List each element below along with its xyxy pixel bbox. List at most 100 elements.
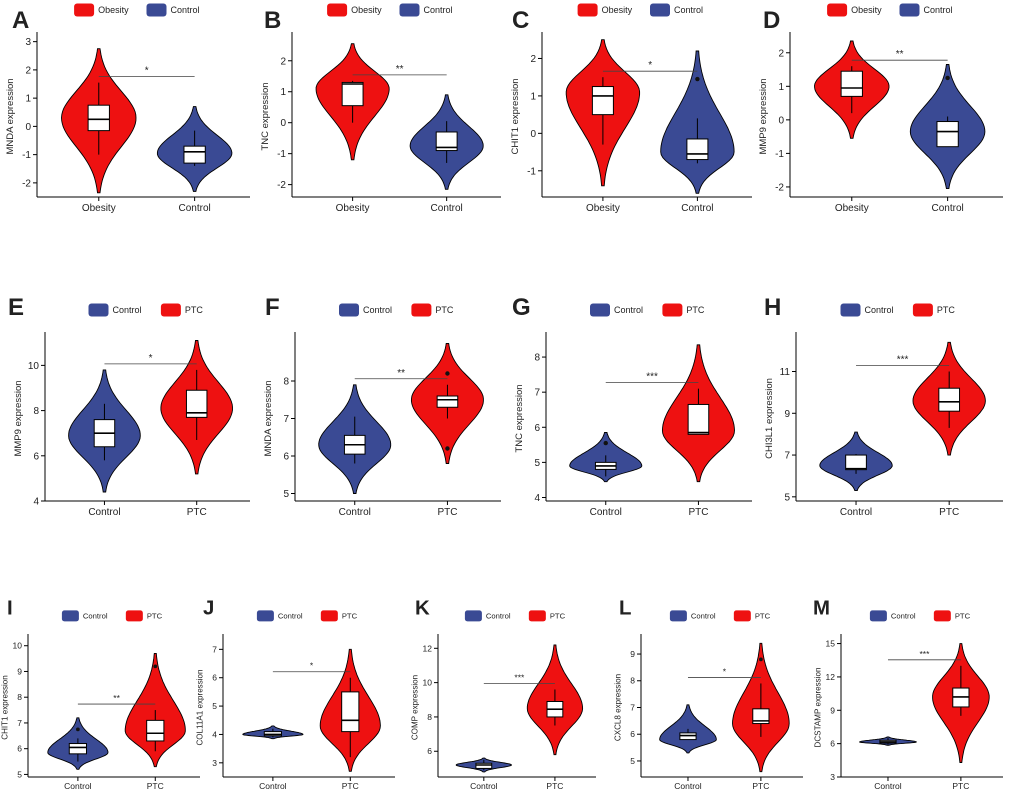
legend-swatch — [912, 303, 933, 317]
panel-m: M Control PTC 3 6 9 12 15 DCSTAMP expression Cont… — [813, 598, 1003, 791]
x-tick-label: PTC — [147, 781, 164, 791]
panel-d: D Obesity Control -2 -1 0 1 2 MMP9 expression Obe… — [758, 3, 1003, 214]
legend: Control PTC — [590, 303, 705, 317]
y-axis-label: MNDA expression — [5, 78, 16, 154]
y-tick-label: 6 — [830, 739, 835, 749]
y-axis-label: CHI3L1 expression — [764, 378, 775, 459]
y-tick-label: 4 — [212, 729, 217, 739]
legend-swatch — [869, 610, 887, 622]
y-tick-label: -2 — [22, 178, 31, 189]
legend-label: Control — [83, 612, 108, 621]
panel-letter: M — [813, 598, 830, 620]
panel-letter: G — [512, 294, 531, 321]
panel-e: E Control PTC 4 6 8 10 MMP9 expression Control PT… — [8, 294, 250, 518]
box — [436, 395, 459, 408]
x-tick-label: PTC — [688, 507, 708, 518]
y-tick-label: 9 — [630, 649, 635, 659]
panel-letter: H — [764, 294, 781, 321]
significance-label: * — [145, 66, 149, 77]
x-tick-label: Control — [88, 507, 120, 518]
y-tick-label: 10 — [28, 361, 40, 372]
y-tick-label: 8 — [427, 712, 432, 722]
y-tick-label: 5 — [283, 489, 289, 500]
panel-letter: E — [8, 294, 24, 321]
x-tick-label: Control — [840, 507, 872, 518]
legend-label: Control — [278, 612, 303, 621]
legend-label: PTC — [686, 305, 705, 315]
legend-label: Obesity — [602, 5, 633, 15]
y-tick-label: 7 — [784, 451, 790, 462]
box — [87, 104, 110, 132]
y-tick-label: 5 — [534, 458, 540, 469]
legend-swatch — [339, 303, 359, 317]
y-tick-label: 10 — [13, 641, 23, 651]
y-tick-label: 0 — [25, 122, 31, 133]
y-tick-label: -2 — [277, 180, 286, 191]
y-axis-label: COMP expression — [411, 675, 420, 740]
x-tick-label: Control — [681, 203, 713, 214]
x-tick-label: Control — [470, 781, 498, 791]
significance-label: * — [723, 666, 727, 676]
legend-label: Control — [865, 305, 894, 315]
x-tick-label: Obesity — [336, 203, 370, 214]
y-tick-label: 11 — [780, 367, 791, 378]
y-axis-label: TNC expression — [514, 384, 525, 452]
x-tick-label: Obesity — [586, 203, 620, 214]
legend-label: PTC — [435, 305, 454, 315]
legend: Control PTC — [61, 610, 163, 622]
y-axis-label: MMP9 expression — [13, 380, 24, 456]
x-tick-label: PTC — [437, 507, 457, 518]
x-tick-label: PTC — [752, 781, 769, 791]
legend-swatch — [528, 610, 546, 622]
legend-swatch — [256, 610, 274, 622]
y-axis-label: DCSTAMP expression — [814, 668, 823, 748]
y-tick-label: 6 — [427, 746, 432, 756]
outlier-point — [445, 446, 450, 451]
y-axis-label: CXCL8 expression — [614, 674, 623, 741]
legend: Control PTC — [88, 303, 203, 317]
y-tick-label: 5 — [630, 756, 635, 766]
panel-letter: I — [7, 598, 13, 620]
y-tick-label: 0 — [530, 129, 536, 140]
y-tick-label: 0 — [778, 115, 784, 126]
legend-swatch — [61, 610, 79, 622]
y-tick-label: -1 — [527, 166, 536, 177]
y-tick-label: 9 — [784, 409, 790, 420]
y-tick-label: 5 — [784, 492, 790, 503]
outlier-point — [153, 664, 158, 669]
y-tick-label: 8 — [630, 676, 635, 686]
legend: Control PTC — [869, 610, 971, 622]
y-tick-label: 10 — [423, 678, 433, 688]
panel-letter: B — [264, 7, 281, 34]
significance-label: *** — [897, 355, 909, 366]
y-tick-label: 7 — [630, 702, 635, 712]
legend-label: Control — [924, 5, 953, 15]
legend-swatch — [933, 610, 951, 622]
y-tick-label: 7 — [17, 718, 22, 728]
y-tick-label: -1 — [775, 149, 784, 160]
significance-label: * — [310, 661, 314, 671]
legend: Obesity Control — [827, 3, 953, 17]
y-tick-label: -2 — [775, 182, 784, 193]
panel-h: H Control PTC 5 7 9 11 CHI3L1 expression Control… — [764, 294, 1003, 518]
legend: Obesity Control — [74, 3, 200, 17]
box — [938, 387, 961, 412]
legend: Obesity Control — [577, 3, 703, 17]
box — [752, 708, 770, 725]
y-axis-label: COL11A1 expression — [196, 669, 205, 745]
panel-c: C Obesity Control -1 0 1 2 CHIT1 expression Obes… — [510, 3, 752, 214]
panel-letter: C — [512, 7, 529, 34]
legend-swatch — [327, 3, 348, 17]
legend: Control PTC — [339, 303, 454, 317]
box — [185, 389, 208, 418]
significance-label: ** — [113, 693, 120, 703]
y-tick-label: 7 — [534, 388, 540, 399]
panel-a: A Obesity Control -2 -1 0 1 2 3 MNDA expression Ob… — [5, 3, 250, 214]
y-tick-label: 6 — [33, 451, 39, 462]
y-tick-label: 9 — [17, 666, 22, 676]
y-tick-label: 8 — [534, 353, 540, 364]
legend-swatch — [74, 3, 95, 17]
y-tick-label: 6 — [212, 673, 217, 683]
y-tick-label: 5 — [212, 701, 217, 711]
legend-swatch — [840, 303, 861, 317]
